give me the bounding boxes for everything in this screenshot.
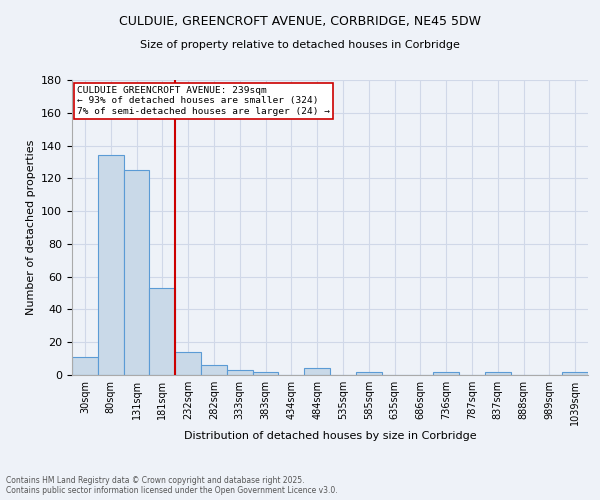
Bar	[433, 372, 459, 375]
Y-axis label: Number of detached properties: Number of detached properties	[26, 140, 35, 315]
Bar	[253, 372, 278, 375]
Bar	[149, 288, 175, 375]
Text: Size of property relative to detached houses in Corbridge: Size of property relative to detached ho…	[140, 40, 460, 50]
Bar	[485, 372, 511, 375]
Text: CULDUIE, GREENCROFT AVENUE, CORBRIDGE, NE45 5DW: CULDUIE, GREENCROFT AVENUE, CORBRIDGE, N…	[119, 15, 481, 28]
Bar	[304, 368, 330, 375]
Bar	[124, 170, 149, 375]
Bar	[201, 365, 227, 375]
X-axis label: Distribution of detached houses by size in Corbridge: Distribution of detached houses by size …	[184, 430, 476, 440]
Bar	[175, 352, 201, 375]
Text: Contains HM Land Registry data © Crown copyright and database right 2025.
Contai: Contains HM Land Registry data © Crown c…	[6, 476, 338, 495]
Text: CULDUIE GREENCROFT AVENUE: 239sqm
← 93% of detached houses are smaller (324)
7% : CULDUIE GREENCROFT AVENUE: 239sqm ← 93% …	[77, 86, 330, 116]
Bar	[227, 370, 253, 375]
Bar	[562, 372, 588, 375]
Bar	[356, 372, 382, 375]
Bar	[98, 156, 124, 375]
Bar	[72, 357, 98, 375]
